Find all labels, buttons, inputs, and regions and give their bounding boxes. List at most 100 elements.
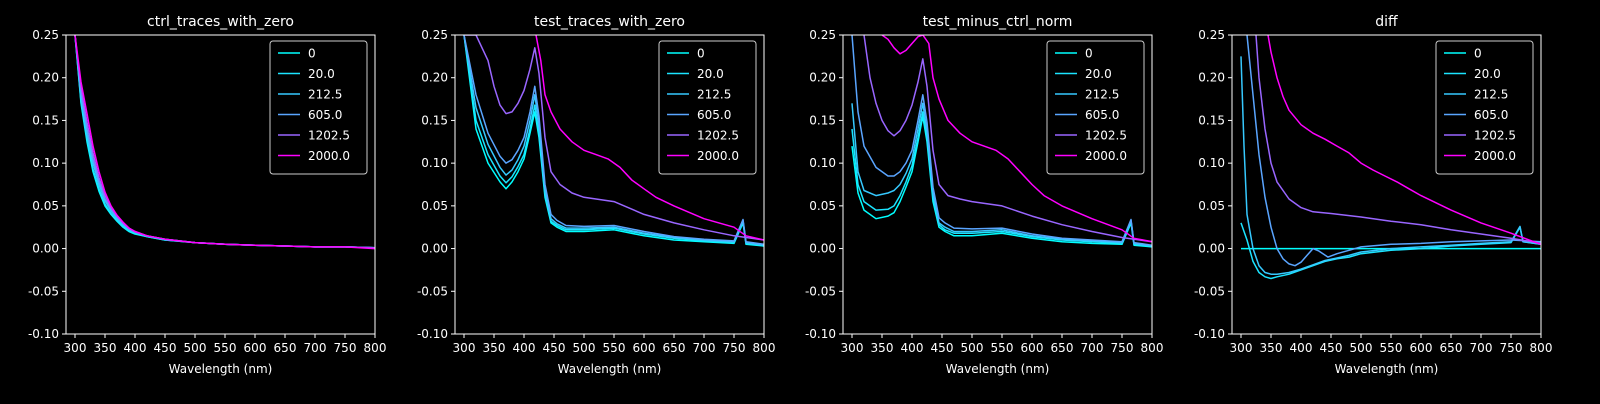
x-tick-label: 500 bbox=[573, 341, 596, 355]
x-axis-label: Wavelength (nm) bbox=[169, 362, 273, 376]
series-line-212.5 bbox=[851, 102, 1152, 247]
y-tick-label: 0.15 bbox=[421, 113, 448, 127]
series-group bbox=[463, 35, 764, 247]
x-tick-label: 300 bbox=[841, 341, 864, 355]
y-tick-label: 0.25 bbox=[421, 28, 448, 42]
y-tick-label: -0.10 bbox=[805, 327, 836, 341]
legend-entry: 212.5 bbox=[1474, 88, 1508, 102]
x-tick-label: 500 bbox=[961, 341, 984, 355]
legend-entry: 20.0 bbox=[697, 67, 724, 81]
y-tick-label: 0.00 bbox=[809, 242, 836, 256]
x-tick-label: 800 bbox=[753, 341, 776, 355]
legend-entry: 20.0 bbox=[308, 67, 335, 81]
legend: 0 20.0 212.5 605.0 1202.5 2000.0 bbox=[269, 40, 368, 175]
x-tick-label: 400 bbox=[513, 341, 536, 355]
y-tick-label: -0.10 bbox=[417, 327, 448, 341]
y-tick-label: 0.20 bbox=[1198, 71, 1225, 85]
y-tick-label: 0.05 bbox=[1198, 199, 1225, 213]
legend-entry: 212.5 bbox=[308, 88, 342, 102]
x-tick-label: 750 bbox=[1500, 341, 1523, 355]
legend-entry: 20.0 bbox=[1085, 67, 1112, 81]
x-tick-label: 350 bbox=[1260, 341, 1283, 355]
x-axis-label: Wavelength (nm) bbox=[558, 362, 662, 376]
x-tick-label: 800 bbox=[1141, 341, 1164, 355]
legend-entry: 2000.0 bbox=[1085, 149, 1127, 163]
x-tick-label: 500 bbox=[184, 341, 207, 355]
y-tick-label: 0.05 bbox=[32, 199, 59, 213]
x-tick-label: 300 bbox=[453, 341, 476, 355]
x-tick-label: 450 bbox=[931, 341, 954, 355]
legend-entry: 212.5 bbox=[1085, 88, 1119, 102]
y-tick-label: 0.25 bbox=[32, 28, 59, 42]
series-line-2000.0 bbox=[535, 35, 764, 241]
legend-entry: 2000.0 bbox=[697, 149, 739, 163]
y-tick-label: -0.05 bbox=[1194, 284, 1225, 298]
x-tick-label: 550 bbox=[603, 341, 626, 355]
x-tick-label: 400 bbox=[124, 341, 147, 355]
series-line-212.5 bbox=[1240, 56, 1541, 275]
series-line-0 bbox=[851, 115, 1152, 248]
y-tick-label: 0.15 bbox=[809, 113, 836, 127]
x-tick-label: 400 bbox=[901, 341, 924, 355]
x-tick-label: 500 bbox=[1350, 341, 1373, 355]
y-tick-label: 0.25 bbox=[809, 28, 836, 42]
x-tick-label: 750 bbox=[1111, 341, 1134, 355]
legend-entry: 0 bbox=[1474, 47, 1482, 61]
chart-panel-4: 300 350 400 450 500 550 600 650 700 750 800 -0.10 -0… bbox=[1194, 14, 1553, 376]
legend-entry: 1202.5 bbox=[1474, 129, 1516, 143]
series-line-1202.5 bbox=[863, 35, 1152, 243]
y-tick-label: 0.05 bbox=[421, 199, 448, 213]
legend-entry: 1202.5 bbox=[1085, 129, 1127, 143]
x-tick-label: 350 bbox=[483, 341, 506, 355]
legend-entry: 605.0 bbox=[697, 108, 731, 122]
legend-entry: 605.0 bbox=[308, 108, 342, 122]
x-tick-label: 350 bbox=[94, 341, 117, 355]
x-tick-label: 600 bbox=[1021, 341, 1044, 355]
legend-entry: 1202.5 bbox=[308, 129, 350, 143]
axes-frame bbox=[454, 34, 765, 335]
x-tick-label: 650 bbox=[1051, 341, 1074, 355]
x-tick-label: 550 bbox=[214, 341, 237, 355]
x-tick-label: 550 bbox=[1380, 341, 1403, 355]
x-tick-label: 750 bbox=[334, 341, 357, 355]
x-tick-label: 650 bbox=[274, 341, 297, 355]
x-axis-label: Wavelength (nm) bbox=[1335, 362, 1439, 376]
x-tick-label: 700 bbox=[1081, 341, 1104, 355]
legend-entry: 2000.0 bbox=[308, 149, 350, 163]
series-line-605.0 bbox=[851, 35, 1152, 246]
legend-entry: 605.0 bbox=[1474, 108, 1508, 122]
y-tick-label: 0.20 bbox=[32, 71, 59, 85]
legend-entry: 2000.0 bbox=[1474, 149, 1516, 163]
y-tick-label: -0.10 bbox=[1194, 327, 1225, 341]
series-line-20.0 bbox=[851, 111, 1152, 247]
series-group bbox=[851, 35, 1152, 248]
y-tick-label: 0.00 bbox=[1198, 242, 1225, 256]
y-tick-label: -0.05 bbox=[805, 284, 836, 298]
series-group bbox=[1240, 35, 1541, 280]
x-tick-label: 600 bbox=[244, 341, 267, 355]
y-tick-label: 0.00 bbox=[32, 242, 59, 256]
y-tick-label: 0.15 bbox=[32, 113, 59, 127]
x-tick-label: 700 bbox=[304, 341, 327, 355]
legend: 0 20.0 212.5 605.0 1202.5 2000.0 bbox=[658, 40, 757, 175]
chart-panel-1: 300 350 400 450 500 550 600 650 700 750 800 -0.10 -0… bbox=[28, 14, 387, 376]
y-tick-label: 0.20 bbox=[809, 71, 836, 85]
y-tick-label: 0.00 bbox=[421, 242, 448, 256]
y-tick-label: 0.25 bbox=[1198, 28, 1225, 42]
series-group bbox=[74, 35, 375, 250]
axes-frame bbox=[842, 34, 1153, 335]
x-tick-label: 400 bbox=[1290, 341, 1313, 355]
chart-title: diff bbox=[1375, 14, 1398, 30]
legend-entry: 20.0 bbox=[1474, 67, 1501, 81]
legend: 0 20.0 212.5 605.0 1202.5 2000.0 bbox=[1435, 40, 1534, 175]
axes-frame bbox=[1231, 34, 1542, 335]
x-tick-label: 300 bbox=[1230, 341, 1253, 355]
series-line-1202.5 bbox=[1255, 35, 1541, 245]
chart-title: test_minus_ctrl_norm bbox=[923, 14, 1073, 30]
x-axis-label: Wavelength (nm) bbox=[946, 362, 1050, 376]
y-tick-label: -0.10 bbox=[28, 327, 59, 341]
x-tick-label: 300 bbox=[64, 341, 87, 355]
x-tick-label: 550 bbox=[991, 341, 1014, 355]
